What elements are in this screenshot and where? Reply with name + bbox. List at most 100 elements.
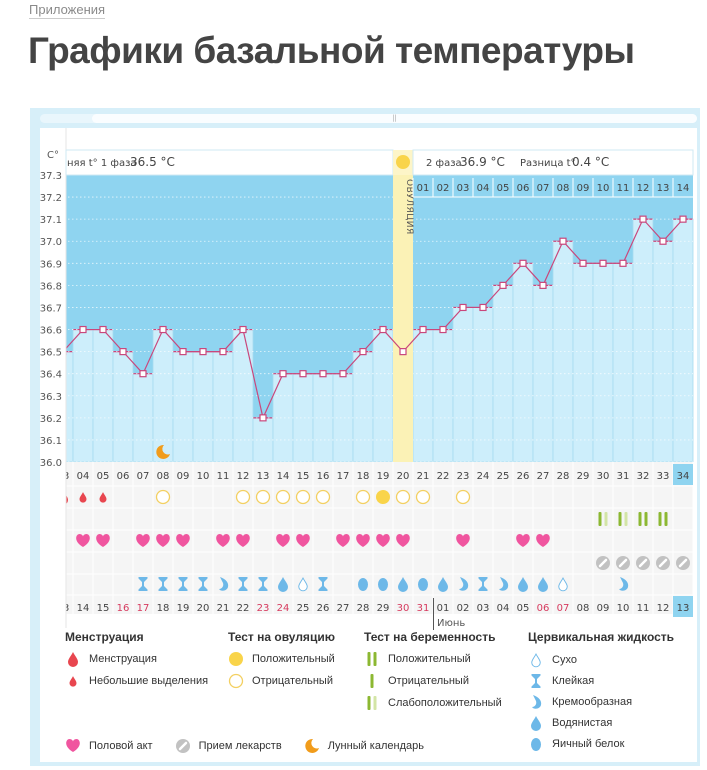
temperature-line <box>62 218 684 420</box>
date-label: 13 <box>677 603 690 614</box>
date-label: 25 <box>297 603 310 614</box>
temperature-point-11 <box>219 348 227 356</box>
date-label: 26 <box>317 603 330 614</box>
scrollbar-thumb[interactable]: || <box>92 114 697 123</box>
page-title: Графики базальной температуры <box>28 30 635 71</box>
pregnancy-weak-icon <box>367 696 377 710</box>
temperature-point-08 <box>159 325 167 334</box>
cervical-fluid-icon <box>558 577 568 592</box>
date-label: 19 <box>177 603 190 614</box>
heart-icon <box>176 534 190 547</box>
cervical-fluid-icon <box>178 577 188 591</box>
phase1-label: няя t° 1 фаза <box>67 158 137 169</box>
legend-item: Отрицательный <box>364 673 502 689</box>
phase2-day-label: 10 <box>597 183 610 194</box>
cervical-fluid-icon <box>518 577 528 592</box>
ovulation-test-icon <box>395 489 411 505</box>
legend-item: Небольшие выделения <box>65 673 208 689</box>
cycle-day-label: 24 <box>477 471 490 482</box>
cycle-day-label: 19 <box>377 471 390 482</box>
phase2-day-label: 08 <box>557 183 570 194</box>
legend-label: Яичный белок <box>552 738 625 750</box>
phase2-day-label: 02 <box>437 183 450 194</box>
temperature-point-32 <box>639 215 647 223</box>
legend-item: Положительный <box>228 651 335 667</box>
date-label: 30 <box>397 603 410 614</box>
legend-label: Сухо <box>552 654 577 666</box>
phase2-day-label: 14 <box>677 183 690 194</box>
breadcrumb-link[interactable]: Приложения <box>29 2 106 19</box>
cervical-fluid-icon <box>278 577 288 592</box>
temperature-point-33 <box>659 237 667 245</box>
date-label: 06 <box>537 603 550 614</box>
phase2-day-label: 13 <box>657 183 670 194</box>
phase2-day-label: 03 <box>457 183 470 194</box>
ovulation-test-icon <box>295 489 311 505</box>
phase2-day-label: 05 <box>497 183 510 194</box>
phase2-label: 2 фаза <box>426 158 462 169</box>
cervical-fluid-icon <box>538 577 548 592</box>
heart-icon <box>216 534 230 547</box>
cervical-fluid-icon <box>198 577 208 591</box>
temperature-bar-26 <box>512 262 534 463</box>
cycle-day-label: 08 <box>157 471 170 482</box>
legend-heading: Менструация <box>65 630 144 644</box>
date-label: 14 <box>77 603 90 614</box>
ovulation-test-icon <box>275 489 291 505</box>
ovulation-test-icon <box>155 489 171 505</box>
cervical-fluid-icon <box>438 577 448 592</box>
date-label: 31 <box>417 603 430 614</box>
pill-icon <box>636 556 650 570</box>
legend-item: Кремообразная <box>528 694 674 710</box>
cycle-day-label: 29 <box>577 471 590 482</box>
legend-label: Слабоположительный <box>388 697 502 709</box>
temperature-point-17 <box>339 370 347 378</box>
legend-label: Небольшие выделения <box>89 675 209 687</box>
temperature-bar-06 <box>112 351 134 463</box>
temperature-bar-29 <box>572 262 594 463</box>
cervical-fluid-icon <box>219 577 229 591</box>
temperature-point-31 <box>619 259 627 267</box>
legend-item: Прием лекарств <box>175 738 282 754</box>
sticky-icon <box>531 674 541 688</box>
phase2-value: 36.9 °C <box>460 155 505 169</box>
y-tick-label: 36.0 <box>40 458 62 469</box>
pregnancy-test-icon <box>638 512 648 526</box>
legend-item: Лунный календарь <box>304 738 424 754</box>
temperature-point-26 <box>519 259 527 267</box>
legend-ovulation-test: Тест на овуляцию Положительный Отрицател… <box>228 630 335 689</box>
cycle-day-label: 12 <box>237 471 250 482</box>
temperature-bar-10 <box>192 351 214 463</box>
legend-label: Менструация <box>89 653 157 665</box>
diff-value: 0.4 °C <box>572 155 609 169</box>
legend-item: Отрицательный <box>228 673 335 689</box>
temperature-point-04 <box>79 325 87 334</box>
heart-icon <box>516 534 530 547</box>
pill-icon <box>676 556 690 570</box>
date-label: 18 <box>157 603 170 614</box>
heart-icon <box>136 534 150 547</box>
temperature-bar-31 <box>612 262 634 463</box>
cycle-day-label: 31 <box>617 471 630 482</box>
phase2-day-label: 09 <box>577 183 590 194</box>
heart-icon <box>376 534 390 547</box>
cervical-fluid-icon <box>619 577 629 591</box>
cycle-day-label: 17 <box>337 471 350 482</box>
temperature-bar-09 <box>172 351 194 463</box>
pill-icon <box>175 739 190 753</box>
legend-label: Отрицательный <box>388 675 469 687</box>
cycle-day-label: 11 <box>217 471 230 482</box>
temperature-point-23 <box>459 303 467 312</box>
temperature-point-28 <box>559 237 567 245</box>
temperature-point-29 <box>579 259 587 267</box>
temperature-point-16 <box>319 370 327 378</box>
phase1-value: 36.5 °C <box>130 155 175 169</box>
y-tick-label: 36.9 <box>40 259 62 270</box>
cervical-fluid-icon <box>459 577 469 591</box>
cycle-day-label: 26 <box>517 471 530 482</box>
temperature-point-18 <box>359 348 367 356</box>
legend-label: Половой акт <box>89 740 153 752</box>
heart-icon <box>236 534 250 547</box>
temperature-bar-23 <box>452 307 474 463</box>
